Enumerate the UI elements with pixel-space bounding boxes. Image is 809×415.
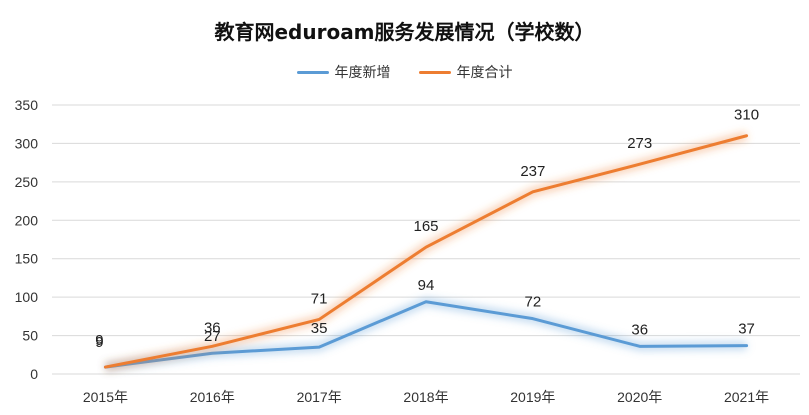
chart-legend: 年度新增 年度合计 [0, 62, 809, 82]
y-tick-label: 100 [15, 289, 39, 305]
x-tick-label: 2015年 [83, 389, 128, 405]
series-line-0 [103, 300, 749, 369]
y-tick-label: 150 [15, 251, 39, 267]
chart-title: 教育网eduroam服务发展情况（学校数） [214, 20, 595, 44]
x-tick-label: 2020年 [617, 389, 662, 405]
legend-item-new: 年度新增 [296, 62, 391, 82]
y-tick-label: 300 [15, 135, 39, 151]
legend-label-new: 年度新增 [334, 65, 391, 81]
y-tick-label: 350 [15, 97, 39, 113]
data-label: 9 [95, 334, 103, 351]
data-label: 310 [734, 107, 759, 124]
data-label: 35 [311, 320, 328, 337]
x-tick-label: 2018年 [403, 389, 448, 405]
data-label: 165 [413, 218, 438, 235]
y-tick-label: 250 [15, 174, 39, 190]
series-glow-1 [104, 131, 748, 372]
data-label: 94 [418, 277, 435, 294]
y-tick-label: 50 [22, 328, 38, 344]
x-tick-label: 2017年 [297, 389, 342, 405]
legend-item-total: 年度合计 [418, 62, 513, 82]
data-label: 27 [204, 328, 221, 345]
series-line-1 [103, 134, 749, 369]
legend-label-total: 年度合计 [456, 65, 513, 81]
y-tick-label: 0 [30, 366, 38, 382]
data-label: 9 [95, 332, 103, 349]
data-label: 72 [525, 294, 542, 311]
data-label: 71 [311, 290, 328, 307]
x-tick-label: 2021年 [724, 389, 769, 405]
data-label: 237 [520, 163, 545, 180]
x-tick-label: 2016年 [190, 389, 235, 405]
data-label: 36 [204, 319, 221, 336]
data-label: 36 [631, 321, 648, 338]
data-label: 273 [627, 135, 652, 152]
x-tick-label: 2019年 [510, 389, 555, 405]
legend-swatch-total [418, 70, 451, 74]
legend-swatch-new [296, 70, 329, 74]
data-label: 37 [738, 321, 755, 338]
y-tick-label: 200 [15, 212, 39, 228]
series-glow-0 [104, 297, 747, 372]
